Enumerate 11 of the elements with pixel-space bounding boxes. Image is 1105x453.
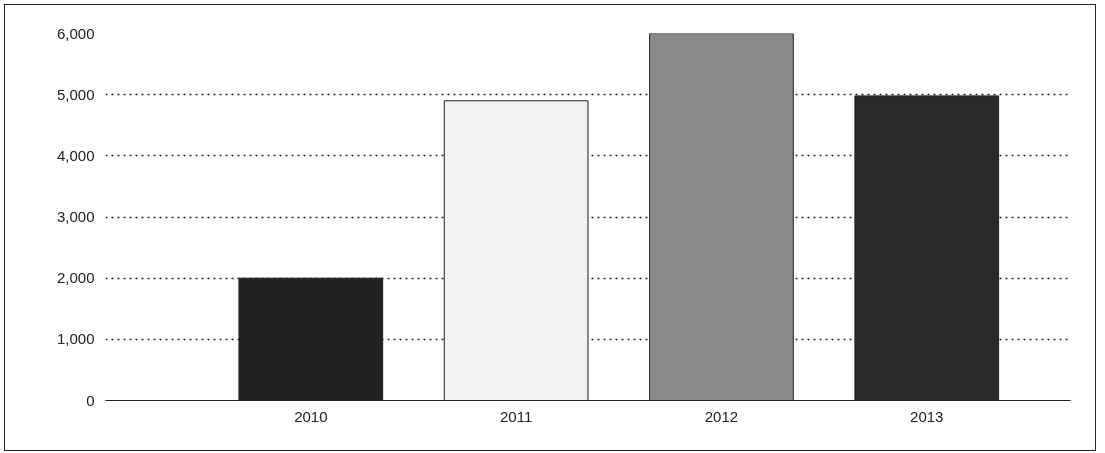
x-tick-label: 2013 <box>910 407 944 425</box>
y-tick-label: 0 <box>86 391 95 409</box>
x-tick-label: 2010 <box>294 407 328 425</box>
y-tick-label: 5,000 <box>56 85 95 103</box>
y-tick-label: 4,000 <box>56 146 95 164</box>
y-tick-label: 1,000 <box>56 330 95 348</box>
x-tick-label: 2011 <box>500 407 533 425</box>
y-tick-label: 6,000 <box>56 24 95 42</box>
y-tick-label: 3,000 <box>56 208 95 225</box>
x-tick-label: 2012 <box>704 407 739 425</box>
y-tick-label: 2,000 <box>56 269 95 287</box>
